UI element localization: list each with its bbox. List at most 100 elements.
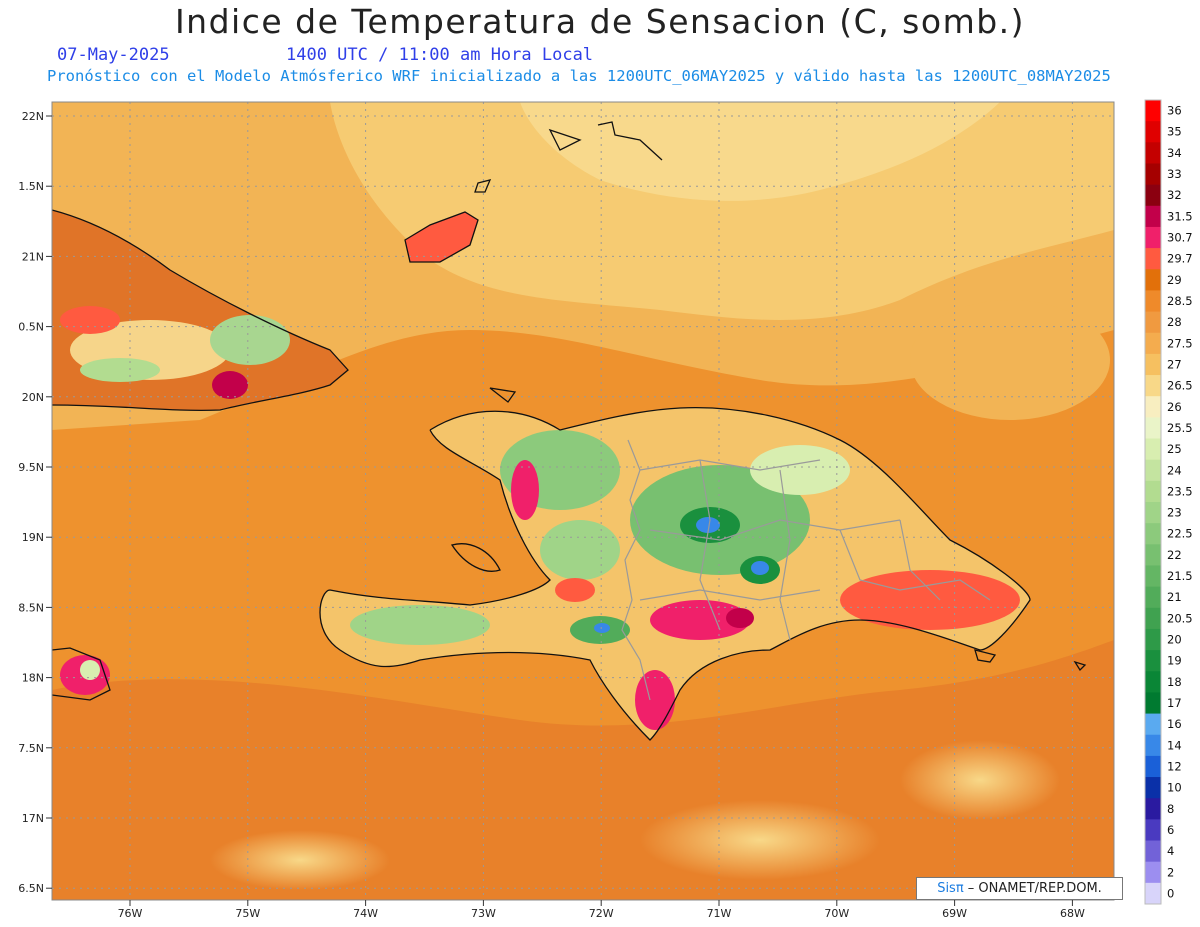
colorbar-label: 23.5 — [1167, 484, 1193, 498]
colorbar-swatch — [1145, 311, 1161, 334]
cibao-pale — [750, 445, 850, 495]
colorbar-swatch — [1145, 100, 1161, 122]
cuba-green — [80, 358, 160, 382]
saona-coast — [974, 649, 997, 663]
colorbar-swatch — [1145, 417, 1161, 440]
colorbar-swatch — [1145, 523, 1161, 545]
colorbar-label: 20 — [1167, 633, 1182, 647]
colorbar-label: 10 — [1167, 781, 1182, 795]
colorbar-swatch — [1145, 438, 1161, 461]
lon-tick-label: 74W — [353, 907, 378, 920]
colorbar-swatch — [1145, 184, 1161, 207]
colorbar-label: 8 — [1167, 802, 1174, 816]
colorbar-label: 16 — [1167, 717, 1182, 731]
colorbar-label: 26 — [1167, 400, 1182, 414]
colorbar-swatch — [1145, 713, 1161, 736]
mona-coast — [1073, 660, 1087, 672]
border-line — [639, 459, 821, 471]
colorbar-label: 34 — [1167, 146, 1182, 160]
colorbar-swatch — [1145, 565, 1161, 588]
gonave-coast — [450, 543, 501, 572]
border-line — [639, 589, 821, 601]
colorbar-swatch — [1145, 226, 1161, 249]
colorbar-label: 12 — [1167, 759, 1182, 773]
heat-index-field — [52, 102, 1114, 900]
colorbar-label: 30.7 — [1167, 231, 1193, 245]
cuba-hot-spot — [212, 371, 248, 399]
lon-tick-label: 76W — [118, 907, 143, 920]
colorbar-swatch — [1145, 163, 1161, 186]
gonaives-hot — [511, 460, 539, 520]
north-pale-core — [520, 102, 1000, 201]
colorbar-swatch — [1145, 269, 1161, 291]
colorbar-swatch — [1145, 734, 1161, 757]
colorbar-label: 24 — [1167, 463, 1182, 477]
jamaica-pale — [80, 660, 100, 680]
east-dr-hot — [840, 570, 1020, 630]
border-line — [621, 439, 651, 701]
lon-tick-label: 73W — [471, 907, 496, 920]
colorbar-swatch — [1145, 290, 1161, 313]
lat-tick-label: 7.5N — [18, 742, 44, 755]
hispaniola-land-field — [320, 407, 1030, 740]
border-line — [899, 519, 941, 601]
south-dr-hottest — [726, 608, 754, 628]
colorbar-swatch — [1145, 332, 1161, 355]
island-coast — [474, 179, 492, 193]
south-warm-patch — [640, 800, 880, 880]
colorbar-label: 22.5 — [1167, 527, 1193, 541]
colorbar-swatch — [1145, 205, 1161, 228]
colorbar-label: 0 — [1167, 886, 1174, 900]
caicos-coast — [597, 121, 663, 161]
central-green — [540, 520, 620, 580]
lon-tick-label: 75W — [235, 907, 260, 920]
colorbar-swatch — [1145, 692, 1161, 715]
colorbar-swatch — [1145, 819, 1161, 842]
colorbar-label: 29 — [1167, 273, 1182, 287]
colorbar-label: 6 — [1167, 823, 1174, 837]
map-title: Indice de Temperatura de Sensacion (C, s… — [174, 2, 1026, 41]
lat-tick-label: 9.5N — [18, 461, 44, 474]
map-frame — [51, 101, 1115, 901]
lat-tick-label: 17N — [22, 812, 44, 825]
colorbar-swatch — [1145, 628, 1161, 651]
colorbar-swatch — [1145, 777, 1161, 799]
colorbar-label: 2 — [1167, 865, 1174, 879]
colorbar-label: 27 — [1167, 357, 1182, 371]
colorbar-swatch — [1145, 502, 1161, 524]
colorbar-swatch — [1145, 396, 1161, 418]
gridlines — [52, 102, 1114, 900]
lat-tick-label: 6.5N — [18, 882, 44, 895]
lon-tick-label: 70W — [824, 907, 849, 920]
tortuga-coast — [489, 387, 517, 403]
border-line — [649, 519, 901, 541]
inagua-coast — [404, 211, 479, 263]
model-subtitle: Pronóstico con el Modelo Atmósferico WRF… — [47, 67, 1111, 85]
south-warm-patch — [900, 740, 1060, 820]
colorbar-label: 36 — [1167, 104, 1182, 118]
forecast-time: 1400 UTC / 11:00 am Hora Local — [286, 45, 594, 65]
south-peninsula-green — [350, 605, 490, 645]
lon-tick-label: 69W — [942, 907, 967, 920]
lat-tick-label: 8.5N — [18, 601, 44, 614]
colorbar-label: 25.5 — [1167, 421, 1193, 435]
colorbar-label: 19 — [1167, 654, 1182, 668]
sispi-logo: Sisπ — [937, 881, 964, 896]
colorbar-label: 20.5 — [1167, 611, 1193, 625]
colorbar-label: 25 — [1167, 442, 1182, 456]
colorbar-swatch — [1145, 544, 1161, 566]
colorbar-label: 26.5 — [1167, 379, 1193, 393]
colorbar-label: 33 — [1167, 167, 1182, 181]
lon-tick-label: 71W — [707, 907, 732, 920]
cordillera-cold — [696, 517, 720, 533]
colorbar-label: 28.5 — [1167, 294, 1193, 308]
latitude-axis: 22N 1.5N 21N 0.5N 20N 9.5N 19N 8.5N 18N 7.5N 17N 6.… — [18, 110, 52, 895]
lat-tick-label: 18N — [22, 672, 44, 685]
colorbar-swatch — [1145, 142, 1161, 164]
border-line — [779, 469, 791, 641]
colorbar-swatch — [1145, 121, 1161, 143]
lon-tick-label: 72W — [589, 907, 614, 920]
forecast-date: 07-May-2025 — [57, 45, 170, 65]
colorbar-label: 18 — [1167, 675, 1182, 689]
